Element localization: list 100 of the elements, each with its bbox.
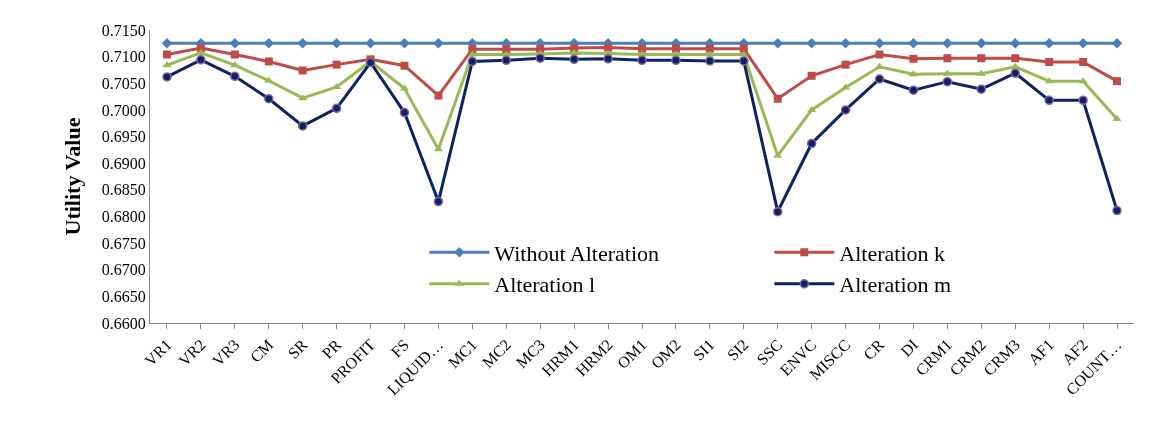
point (1113, 77, 1122, 86)
y-tick-label: 0.6900 (101, 154, 146, 172)
point (772, 206, 783, 217)
point (874, 38, 885, 49)
point (807, 105, 817, 112)
point (705, 44, 714, 53)
point (638, 44, 646, 53)
point (162, 61, 172, 68)
y-tick-label: 0.7150 (101, 21, 146, 39)
point (841, 60, 850, 69)
point (671, 44, 680, 53)
y-tick-label: 0.7000 (101, 101, 146, 119)
y-tick-label: 0.6800 (101, 208, 146, 226)
point (942, 76, 953, 87)
y-tick-label: 0.6650 (101, 287, 146, 305)
point (874, 74, 885, 84)
point (671, 55, 681, 66)
point (1010, 38, 1021, 49)
point (230, 61, 240, 68)
legend-label: Alteration m (839, 272, 952, 298)
point (467, 50, 477, 57)
point (671, 50, 681, 57)
point (569, 54, 579, 65)
point (331, 103, 342, 114)
y-tick-label: 0.6600 (101, 314, 146, 332)
point (501, 50, 511, 57)
point (264, 57, 273, 66)
point (604, 43, 613, 52)
point (468, 45, 477, 54)
x-tick-label: AF1 (1024, 335, 1057, 369)
point (840, 105, 851, 115)
point (1112, 114, 1122, 121)
point (908, 38, 919, 49)
point (365, 38, 376, 49)
point (433, 196, 444, 207)
point (976, 69, 986, 76)
point (400, 61, 409, 70)
x-tick-label: VR2 (175, 335, 209, 370)
point (1011, 54, 1020, 63)
y-tick-label: 0.6700 (101, 261, 146, 279)
point (806, 38, 817, 49)
point (1112, 205, 1122, 216)
legend-label: Without Alteration (494, 240, 660, 266)
point (502, 45, 511, 54)
point (976, 84, 987, 94)
y-tick-label: 0.6750 (101, 234, 146, 252)
y-tick-label: 0.6950 (101, 128, 146, 146)
point (332, 60, 341, 69)
point (1078, 77, 1088, 84)
point (943, 54, 952, 63)
point (297, 121, 308, 131)
point (263, 38, 274, 49)
point (705, 50, 715, 57)
point (739, 44, 748, 53)
point (942, 69, 952, 76)
y-tick-label: 0.6850 (101, 181, 146, 199)
point (230, 71, 240, 82)
point (909, 54, 918, 63)
point (467, 56, 478, 67)
point (603, 54, 613, 64)
point (1045, 57, 1054, 66)
point (501, 55, 512, 66)
legend-label: Alteration k (839, 240, 946, 266)
point (637, 55, 647, 66)
point (739, 50, 749, 57)
point (1010, 68, 1020, 78)
point (434, 91, 443, 100)
legend-label: Alteration l (494, 272, 596, 298)
y-tick-label: 0.7050 (101, 74, 146, 92)
point (977, 54, 986, 63)
point (875, 50, 884, 59)
x-tick-label: CM (246, 335, 277, 366)
point (840, 38, 851, 49)
x-tick-label: OM1 (613, 335, 650, 372)
point (773, 94, 782, 103)
point (637, 50, 647, 57)
x-tick-label: CR (860, 335, 888, 364)
point (705, 56, 715, 66)
x-tick-label: SI1 (689, 335, 718, 364)
point (162, 50, 171, 59)
point (331, 38, 342, 49)
point (1079, 57, 1088, 66)
point (1044, 77, 1054, 84)
point (230, 50, 239, 59)
point (297, 38, 308, 49)
point (772, 38, 783, 49)
x-tick-label: DI (897, 335, 922, 360)
point (773, 151, 783, 158)
x-tick-label: SR (284, 335, 311, 362)
point (976, 38, 987, 49)
x-tick-label: VR3 (209, 335, 243, 370)
point (196, 55, 206, 65)
point (433, 38, 444, 49)
x-tick-label: SI2 (723, 335, 752, 364)
point (1044, 95, 1054, 106)
point (162, 72, 172, 82)
x-tick-label: VR1 (141, 335, 175, 370)
point (365, 57, 376, 68)
point (1078, 95, 1088, 106)
point (569, 48, 579, 55)
